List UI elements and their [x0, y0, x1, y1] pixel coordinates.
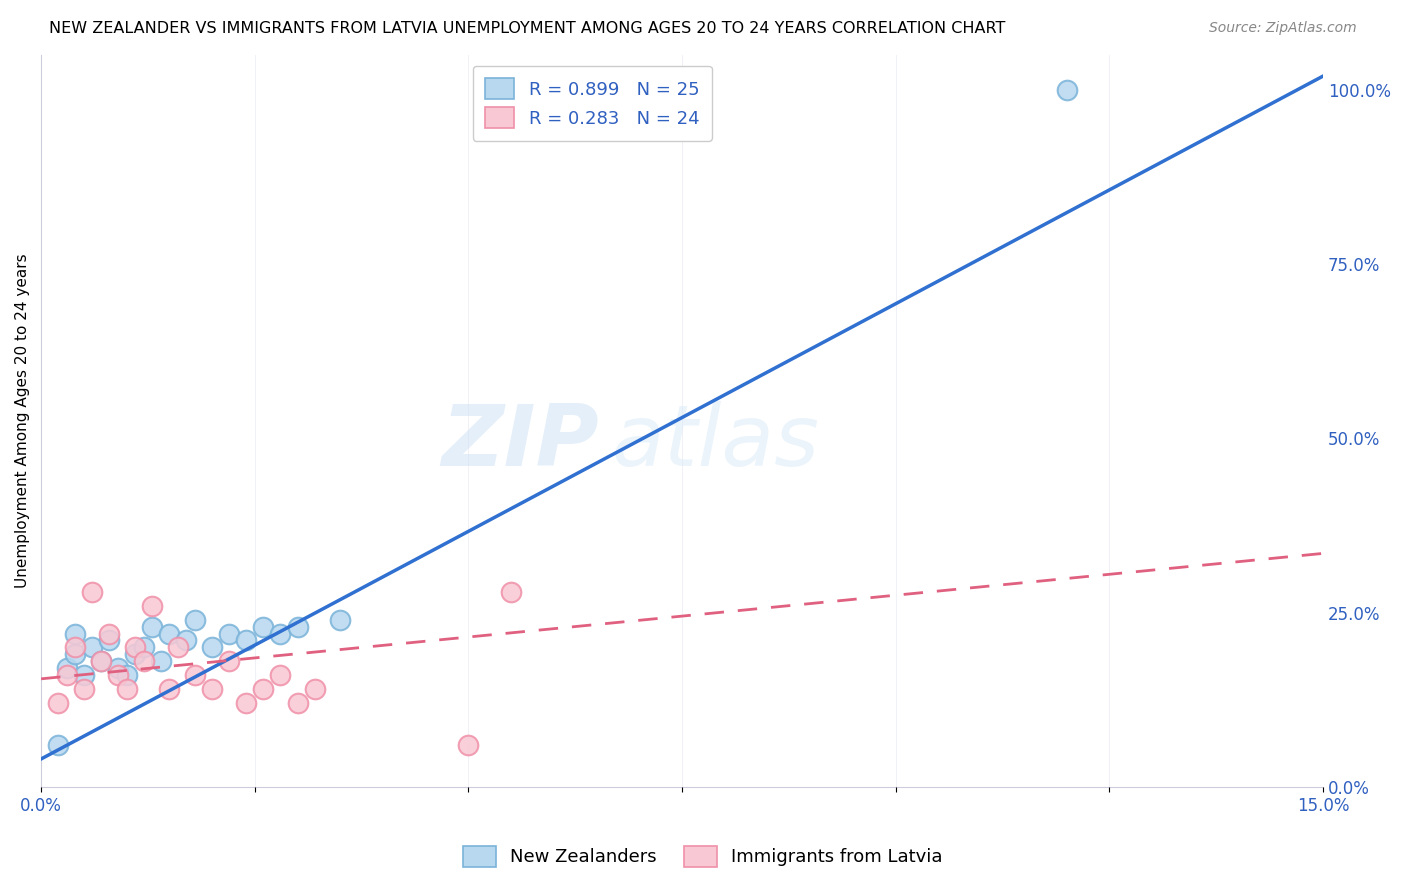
Point — [235, 633, 257, 648]
Point — [90, 654, 112, 668]
Point — [55, 661, 77, 675]
Point — [184, 613, 207, 627]
Point — [132, 640, 155, 655]
Point — [304, 682, 326, 697]
Point — [252, 682, 274, 697]
Point — [90, 654, 112, 668]
Point — [176, 633, 198, 648]
Y-axis label: Unemployment Among Ages 20 to 24 years: Unemployment Among Ages 20 to 24 years — [15, 253, 30, 589]
Point — [115, 668, 138, 682]
Point — [167, 640, 190, 655]
Point — [157, 682, 180, 697]
Legend: New Zealanders, Immigrants from Latvia: New Zealanders, Immigrants from Latvia — [456, 838, 950, 874]
Text: NEW ZEALANDER VS IMMIGRANTS FROM LATVIA UNEMPLOYMENT AMONG AGES 20 TO 24 YEARS C: NEW ZEALANDER VS IMMIGRANTS FROM LATVIA … — [49, 21, 1005, 36]
Point — [201, 640, 224, 655]
Point — [218, 626, 240, 640]
Point — [269, 626, 291, 640]
Point — [269, 668, 291, 682]
Point — [132, 654, 155, 668]
Point — [124, 640, 146, 655]
Point — [107, 668, 129, 682]
Point — [218, 654, 240, 668]
Point — [98, 633, 121, 648]
Point — [157, 626, 180, 640]
Point — [287, 619, 309, 633]
Point — [141, 619, 163, 633]
Point — [46, 696, 69, 710]
Point — [65, 640, 87, 655]
Point — [55, 668, 77, 682]
Point — [329, 613, 352, 627]
Point — [1056, 83, 1078, 97]
Text: atlas: atlas — [612, 401, 820, 484]
Point — [46, 738, 69, 752]
Point — [501, 584, 523, 599]
Point — [107, 661, 129, 675]
Point — [124, 648, 146, 662]
Point — [235, 696, 257, 710]
Point — [149, 654, 172, 668]
Point — [73, 682, 96, 697]
Point — [65, 626, 87, 640]
Point — [98, 626, 121, 640]
Point — [82, 640, 104, 655]
Point — [141, 599, 163, 613]
Point — [287, 696, 309, 710]
Text: ZIP: ZIP — [441, 401, 599, 484]
Point — [82, 584, 104, 599]
Point — [457, 738, 479, 752]
Point — [73, 668, 96, 682]
Text: Source: ZipAtlas.com: Source: ZipAtlas.com — [1209, 21, 1357, 35]
Legend: R = 0.899   N = 25, R = 0.283   N = 24: R = 0.899 N = 25, R = 0.283 N = 24 — [472, 66, 711, 141]
Point — [184, 668, 207, 682]
Point — [65, 648, 87, 662]
Point — [201, 682, 224, 697]
Point — [115, 682, 138, 697]
Point — [252, 619, 274, 633]
